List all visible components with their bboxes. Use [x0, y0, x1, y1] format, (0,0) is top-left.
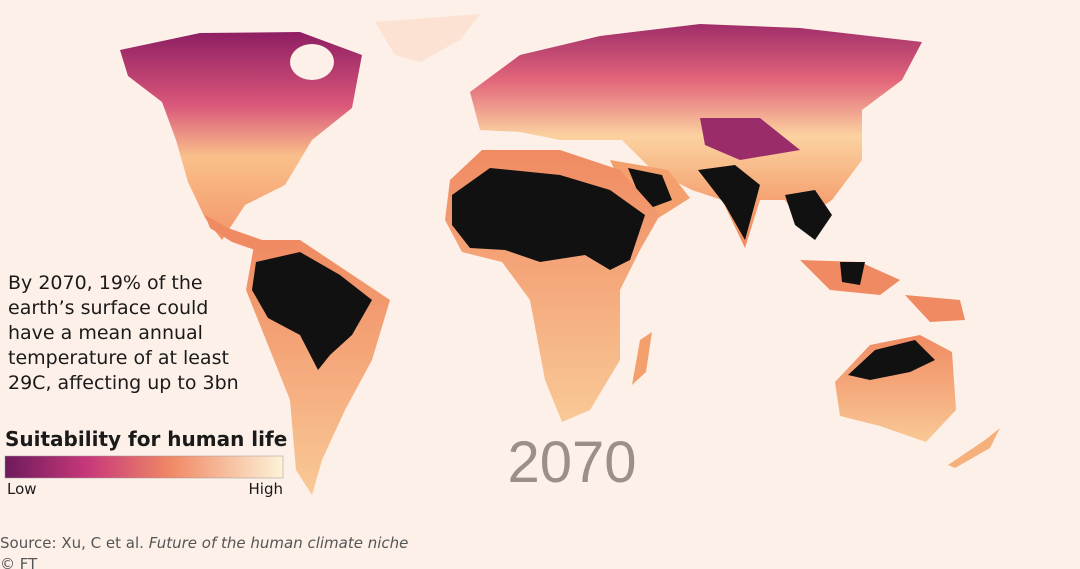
- credit: © FT: [0, 555, 38, 569]
- year-label: 2070: [507, 430, 636, 495]
- annotation-line: earth’s surface could: [8, 297, 208, 319]
- annotation-line: temperature of at least: [8, 347, 229, 369]
- source-prefix: Source: Xu, C et al.: [0, 534, 144, 552]
- legend: Suitability for human life Low High: [4, 427, 287, 498]
- legend-low: Low: [7, 480, 37, 498]
- annotation-line: By 2070, 19% of the: [8, 272, 203, 294]
- annotation-line: have a mean annual: [8, 322, 203, 344]
- land: [120, 14, 1000, 495]
- legend-title: Suitability for human life: [5, 427, 287, 451]
- annotation: By 2070, 19% of the earth’s surface coul…: [8, 272, 239, 394]
- source: Source: Xu, C et al. Future of the human…: [0, 534, 408, 552]
- source-title: Future of the human climate niche: [149, 534, 409, 552]
- legend-scale: [4, 455, 284, 479]
- annotation-line: 29C, affecting up to 3bn: [8, 372, 239, 394]
- legend-high: High: [249, 480, 283, 498]
